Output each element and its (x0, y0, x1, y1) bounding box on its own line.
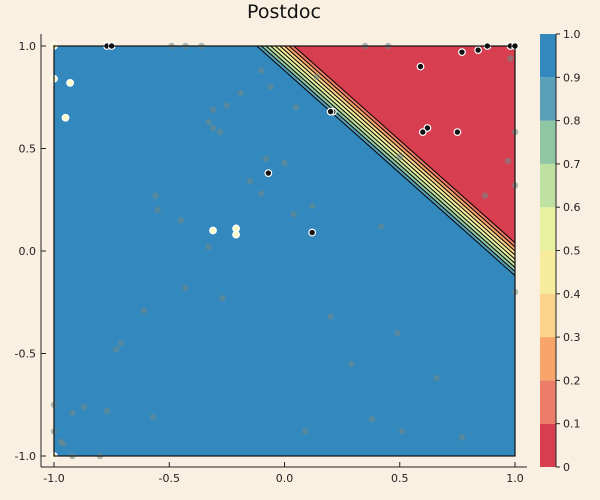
x-tick-label: -0.5 (159, 472, 180, 485)
data-point-faint (396, 153, 403, 160)
data-point-faint (117, 340, 125, 347)
data-point (416, 62, 425, 71)
data-point-faint (398, 428, 406, 435)
contour-line (269, 46, 515, 264)
data-point-faint (60, 440, 67, 447)
data-point-faint (458, 434, 466, 441)
x-tick-label: 1.0 (506, 472, 524, 485)
contour-line (265, 46, 515, 269)
colorbar-tick-label: 0.2 (563, 374, 581, 387)
data-point-faint (103, 407, 111, 415)
data-point-faint (182, 284, 189, 292)
data-point-faint (209, 124, 217, 132)
data-point (326, 107, 335, 116)
data-point-faint (368, 415, 376, 423)
data-point-faint (348, 360, 355, 367)
data-point-faint (237, 89, 244, 97)
data-point-faint (154, 206, 161, 214)
data-point-faint (258, 67, 265, 74)
data-point-faint (292, 104, 300, 111)
data-point-faint (313, 73, 320, 80)
data-point-faint (504, 157, 512, 164)
data-point-faint (481, 192, 489, 199)
colorbar-segment (540, 34, 556, 78)
plot-frame (53, 45, 516, 457)
data-point-faint (290, 210, 297, 218)
colorbar-segment (540, 423, 556, 467)
axes: -1.0 -0.5 0.0 0.5 1.0 -1.0 -0.5 0.0 0.5 1.0 (15, 34, 527, 485)
colorbar-segment (540, 337, 556, 381)
x-tick-label: 0.5 (391, 472, 409, 485)
colorbar-tick-label: 1.0 (563, 28, 581, 41)
data-point (308, 228, 317, 237)
data-point (474, 46, 483, 54)
colorbar-segment (540, 207, 556, 251)
data-point-faint (507, 55, 514, 62)
data-point-faint (394, 329, 401, 337)
data-point (458, 48, 466, 57)
data-point-faint (152, 192, 159, 199)
contour-line (274, 46, 515, 260)
colorbar: 0 0.1 0.2 0.3 0.4 0.5 0.6 0.7 0.8 0.9 1.0 (540, 28, 581, 474)
data-point-faint (258, 190, 265, 197)
data-point-faint (267, 83, 274, 91)
colorbar-segment (540, 163, 556, 208)
y-tick-label: 0.5 (19, 143, 37, 156)
data-point (61, 113, 70, 122)
colorbar-tick-label: 0.8 (563, 115, 581, 128)
data-point (418, 128, 427, 137)
data-point (232, 230, 240, 239)
data-point-faint (378, 223, 385, 230)
data-point-faint (308, 202, 316, 210)
data-point-faint (140, 307, 148, 314)
data-point (66, 78, 75, 87)
data-point-faint (246, 178, 254, 185)
data-point-faint (302, 428, 309, 435)
colorbar-tick-label: 0.5 (563, 245, 581, 258)
data-point-faint (219, 294, 226, 302)
data-point-faint (433, 374, 440, 382)
colorbar-tick-label: 0.3 (563, 331, 581, 344)
colorbar-segment (540, 380, 556, 424)
colorbar-tick-label: 0.6 (563, 201, 581, 214)
contour-line (260, 46, 515, 273)
y-tick-label: 0.0 (19, 245, 37, 258)
data-point-faint (262, 155, 270, 162)
data-point-faint (113, 346, 120, 353)
x-tick-label: 0.0 (276, 472, 294, 485)
colorbar-segment (540, 293, 556, 338)
colorbar-tick-label: 0.4 (563, 288, 581, 301)
data-point-faint (69, 409, 76, 417)
data-point-faint (281, 159, 288, 167)
data-point-faint (205, 243, 212, 251)
y-tick-label: 1.0 (19, 40, 37, 53)
colorbar-segment (540, 120, 556, 164)
data-point-faint (216, 128, 224, 136)
data-point-faint (205, 118, 212, 126)
y-tick-label: -0.5 (15, 348, 36, 361)
data-point-faint (209, 106, 217, 113)
x-tick-label: -1.0 (43, 472, 64, 485)
contour-line (279, 46, 515, 256)
colorbar-segment (540, 77, 556, 121)
data-point (264, 169, 273, 178)
data-point-faint (177, 217, 184, 224)
y-tick-label: -1.0 (15, 450, 36, 463)
colorbar-segment (540, 250, 556, 294)
data-point-faint (223, 102, 231, 109)
data-point-faint (80, 403, 88, 410)
data-point-faint (149, 413, 157, 421)
colorbar-tick-label: 0.9 (563, 71, 581, 84)
contour-line (256, 46, 515, 277)
data-point-faint (327, 313, 334, 320)
chart-title: Postdoc (247, 1, 321, 23)
data-point (453, 128, 462, 137)
colorbar-tick-label: 0.1 (563, 418, 581, 431)
data-point (209, 226, 217, 235)
colorbar-tick-label: 0.7 (563, 158, 581, 171)
colorbar-tick-label: 0 (563, 461, 570, 474)
